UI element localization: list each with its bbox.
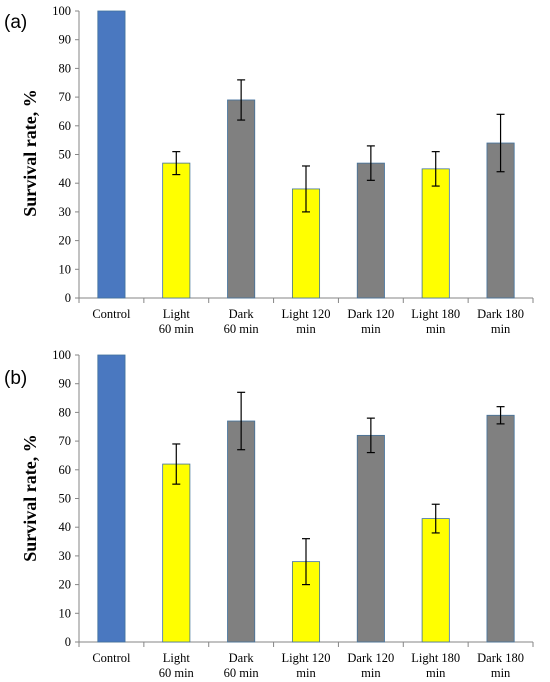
y-tick-label: 70 bbox=[59, 434, 72, 448]
y-tick-label: 100 bbox=[52, 348, 71, 362]
x-tick-label: Dark 180 min bbox=[477, 651, 524, 680]
y-tick-label: 60 bbox=[59, 119, 72, 133]
y-tick-label: 80 bbox=[59, 405, 72, 419]
y-tick-label: 40 bbox=[59, 520, 72, 534]
chart-panel-b: (b) Survival rate, % 0 10 20 30 40 50 60 70 80 90… bbox=[4, 348, 534, 680]
x-tick-label: Dark 60 min bbox=[224, 307, 260, 336]
y-tick-label: 90 bbox=[59, 33, 72, 47]
bar bbox=[227, 99, 256, 299]
x-tick-label: Dark 180 min bbox=[477, 307, 524, 336]
y-tick-label: 50 bbox=[59, 492, 72, 506]
y-tick-label: 30 bbox=[59, 205, 72, 219]
y-tick-label: 80 bbox=[59, 61, 72, 75]
x-tick-label: Light 60 min bbox=[159, 651, 195, 680]
bar bbox=[227, 420, 256, 643]
bar bbox=[356, 162, 385, 299]
y-tick-label: 90 bbox=[59, 377, 72, 391]
bar bbox=[162, 162, 191, 299]
bar bbox=[97, 10, 126, 299]
y-tick-label: 60 bbox=[59, 463, 72, 477]
chart-panel-a: (a) Survival rate, % 0 10 20 30 40 50 60 70 80 90… bbox=[4, 4, 534, 336]
bar bbox=[421, 518, 450, 643]
y-axis-label-a: Survival rate, % bbox=[20, 89, 40, 217]
y-tick-label: 100 bbox=[52, 4, 71, 18]
x-tick-label: Light 60 min bbox=[159, 307, 195, 336]
y-tick-label: 10 bbox=[59, 606, 72, 620]
y-tick-label: 50 bbox=[59, 148, 72, 162]
x-tick-label: Light 120 min bbox=[282, 307, 331, 336]
y-tick-label: 0 bbox=[65, 635, 71, 649]
x-tick-label: Light 120 min bbox=[282, 651, 331, 680]
y-tick-label: 10 bbox=[59, 262, 72, 276]
y-tick-label: 0 bbox=[65, 291, 71, 305]
y-tick-label: 20 bbox=[59, 578, 72, 592]
panel-label-a: (a) bbox=[4, 12, 27, 33]
bar bbox=[162, 463, 191, 643]
x-tick-label: Dark 120 min bbox=[347, 307, 394, 336]
bar bbox=[421, 168, 450, 299]
bar bbox=[486, 414, 515, 643]
y-tick-label: 20 bbox=[59, 234, 72, 248]
y-tick-label: 40 bbox=[59, 176, 72, 190]
y-tick-label: 70 bbox=[59, 90, 72, 104]
x-tick-label: Light 180 min bbox=[411, 651, 460, 680]
x-tick-label: Control bbox=[92, 651, 131, 665]
panel-label-b: (b) bbox=[4, 368, 27, 389]
x-tick-label: Control bbox=[92, 307, 131, 321]
x-tick-label: Dark 120 min bbox=[347, 651, 394, 680]
x-tick-label: Dark 60 min bbox=[224, 651, 260, 680]
y-axis-label-b: Survival rate, % bbox=[20, 434, 40, 562]
x-tick-label: Light 180 min bbox=[411, 307, 460, 336]
y-tick-label: 30 bbox=[59, 549, 72, 563]
bar bbox=[356, 434, 385, 643]
bar bbox=[97, 354, 126, 643]
